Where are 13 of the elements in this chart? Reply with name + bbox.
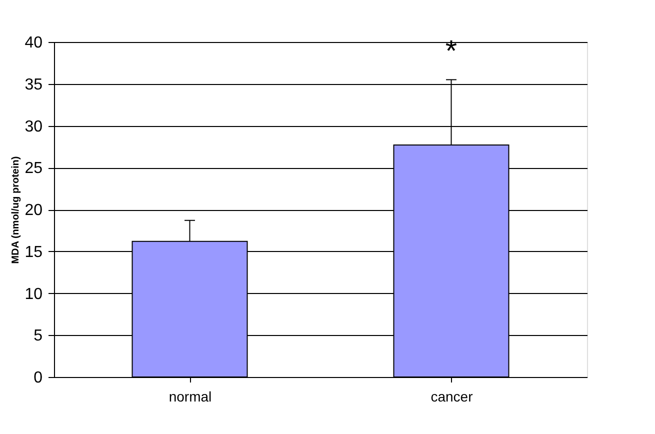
y-axis-title: MDA (nmol/ug protein) bbox=[10, 156, 22, 264]
y-tick-label: 35 bbox=[24, 76, 43, 94]
y-tick-label: 0 bbox=[34, 370, 43, 386]
x-tick-label: normal bbox=[168, 388, 212, 404]
y-tick-label: 30 bbox=[24, 118, 43, 136]
y-tick-label: 15 bbox=[24, 244, 43, 261]
annotation: * bbox=[445, 35, 458, 68]
y-tick-label: 25 bbox=[24, 160, 43, 178]
x-tick-label: cancer bbox=[430, 388, 474, 404]
y-tick-label: 40 bbox=[24, 34, 43, 52]
y-tick-label: 20 bbox=[24, 202, 43, 219]
y-tick-label: 5 bbox=[34, 328, 43, 345]
y-tick-label: 10 bbox=[24, 286, 43, 303]
